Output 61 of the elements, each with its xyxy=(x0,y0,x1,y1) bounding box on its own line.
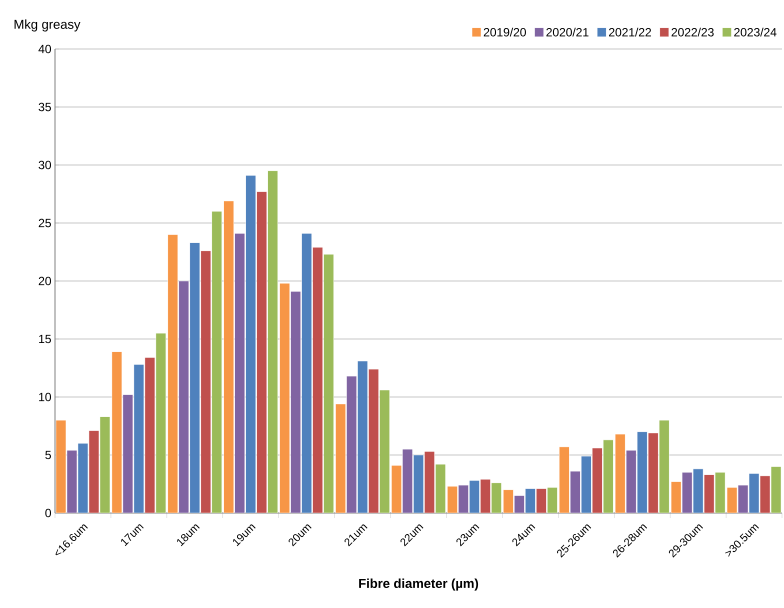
legend-label: 2022/23 xyxy=(672,28,714,36)
bar xyxy=(547,487,558,513)
bar xyxy=(144,357,156,513)
bar xyxy=(648,432,658,513)
bar xyxy=(559,446,570,513)
y-tick-label: 5 xyxy=(45,450,51,460)
bar xyxy=(290,291,301,513)
bar xyxy=(134,364,144,513)
bar xyxy=(156,333,166,513)
bar xyxy=(346,376,357,513)
bar xyxy=(704,474,714,513)
bar xyxy=(670,481,682,513)
bar xyxy=(368,368,379,513)
bar xyxy=(122,394,134,513)
bar xyxy=(692,468,704,513)
y-tick-label: 40 xyxy=(38,44,52,54)
bar xyxy=(570,471,580,513)
bar xyxy=(637,432,648,513)
bar xyxy=(168,234,178,513)
bar xyxy=(178,280,190,513)
bar xyxy=(112,352,122,513)
y-tick-label: 35 xyxy=(38,102,51,112)
bar xyxy=(525,488,536,513)
bar xyxy=(256,191,267,513)
legend-label: 2020/21 xyxy=(546,28,588,36)
y-tick-label: 20 xyxy=(38,276,52,286)
bar xyxy=(268,170,278,513)
y-tick-label: 25 xyxy=(38,218,51,228)
bar xyxy=(603,440,614,513)
bar xyxy=(279,283,290,513)
bar xyxy=(246,175,256,513)
bar xyxy=(581,456,592,513)
bar xyxy=(714,472,726,513)
y-tick-label: 10 xyxy=(39,392,52,402)
bar xyxy=(224,200,234,513)
bar xyxy=(323,254,334,513)
legend-label: 2023/24 xyxy=(734,28,776,36)
bar xyxy=(234,233,245,513)
bar xyxy=(379,390,390,513)
legend-label: 2021/22 xyxy=(609,28,652,36)
bar xyxy=(659,420,670,513)
bar xyxy=(200,250,212,513)
bar xyxy=(301,233,312,513)
bar xyxy=(682,472,692,513)
bar xyxy=(626,450,636,513)
x-axis-title: Fibre diameter (µm) xyxy=(359,578,478,591)
bar xyxy=(212,211,222,513)
bar xyxy=(357,360,368,513)
bar xyxy=(514,495,525,513)
bar xyxy=(312,247,323,513)
bar xyxy=(335,404,346,513)
bar xyxy=(190,242,200,513)
y-tick-label: 30 xyxy=(38,160,52,170)
y-tick-label: 15 xyxy=(39,334,51,344)
y-axis-title: Mkg greasy xyxy=(14,19,80,32)
bar xyxy=(615,434,626,513)
y-tick-label: 0 xyxy=(45,508,52,518)
bar xyxy=(503,490,514,513)
bar xyxy=(592,448,602,513)
legend-label: 2019/20 xyxy=(484,28,526,36)
bar xyxy=(536,488,547,513)
